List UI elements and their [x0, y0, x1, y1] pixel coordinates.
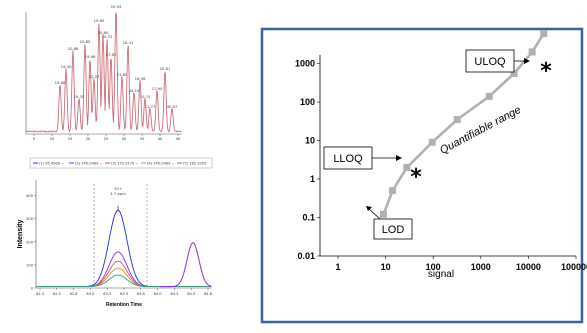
tic-peak-label: 21.85 [117, 72, 128, 77]
tic-peak-label: 19.88 [55, 80, 66, 85]
tic-peak-label: 19.49 [61, 64, 72, 69]
eic-legend-entry: (5) 182.1059 [183, 162, 207, 166]
tic-peak-label: 18.41 [123, 40, 134, 45]
eic-legend-entry: (2) 145.0989 ~ [75, 162, 103, 166]
tic-peak-label: 20.85 [80, 39, 91, 44]
tic-peak-label: 20.81 [160, 66, 171, 71]
cal-x-tick-label: 100000 [561, 262, 587, 272]
eic-peak-annotation-2: 4.7 ppm [110, 191, 126, 196]
tic-peak-label: 44.19 [129, 88, 140, 93]
eic-y-tick-label: 100 [26, 263, 34, 267]
cal-y-tick-label: 10 [305, 136, 315, 146]
lod-label: LOD [382, 224, 405, 236]
eic-x-tick-label: 62.5 [53, 292, 61, 296]
eic-trace [36, 210, 211, 286]
tic-peak-label: 17.82 [106, 52, 117, 57]
eic-x-tick-label: 64.8 [204, 292, 213, 296]
tic-x-tick-label: 10 [50, 137, 55, 141]
uloq-star: * [540, 59, 552, 84]
eic-x-tick-label: 64.3 [170, 292, 178, 296]
tic-peak-label: 19.35 [74, 94, 85, 99]
tic-peak-label: 10.74 [140, 94, 151, 99]
tic-chromatogram: 19.88 19.49 20.88 19.35 20.85 19.96 22.07 19.65… [26, 4, 182, 141]
eic-y-tick-label: 200 [26, 240, 34, 244]
tic-x-tick-label: 45 [176, 137, 181, 141]
cal-y-tick-label: 100 [300, 97, 315, 107]
cal-x-tick-label: 1000 [471, 262, 491, 272]
eic-x-tick-label: 64.5 [187, 292, 195, 296]
lloq-star: * [410, 165, 422, 190]
tic-peak-label: 22.07 [89, 74, 100, 79]
tic-x-tick-label: 30 [122, 137, 127, 141]
eic-y-tick-label: 300 [26, 217, 34, 221]
tic-peak-label: 20.94 [111, 4, 122, 9]
calibration-point [389, 187, 396, 194]
eic-trace [36, 261, 211, 286]
tic-peak-label: 40.97 [167, 104, 178, 109]
eic-x-axis-label: Retention Time [106, 302, 142, 308]
eic-x-tick-label: 64.0 [154, 292, 163, 296]
tic-peak-label: 17.90 [152, 86, 163, 91]
tic-x-tick-label: 5 [33, 137, 35, 141]
eic-second-peak [160, 243, 211, 287]
cal-y-tick-label: 0.1 [302, 213, 315, 223]
tic-peak-label: 19.96 [85, 54, 96, 59]
calibration-point [380, 211, 387, 218]
eic-x-tick-label: 63.3 [103, 292, 111, 296]
cal-x-tick-label: 10 [381, 262, 391, 272]
eic-y-tick-label: 0 [31, 287, 34, 291]
eic-x-tick-label: 63.5 [120, 292, 128, 296]
eic-chromatogram: (1) 95.0909 ~ (2) 145.0989 ~ (3) 172.0170 … [17, 158, 213, 308]
eic-x-tick-label: 63.8 [137, 292, 146, 296]
eic-x-tick-label: 63.0 [86, 292, 95, 296]
tic-peak-label: 19.65 [94, 18, 105, 23]
eic-legend-entry: (4) 145.0989 ~ [147, 162, 175, 166]
cal-x-axis-label: signal [428, 269, 454, 280]
tic-x-tick-label: 20 [86, 137, 91, 141]
eic-legend-entry: (3) 172.0170 ~ [111, 162, 139, 166]
lloq-label: LLOQ [333, 153, 363, 165]
tic-x-tick-label: 15 [68, 137, 73, 141]
tic-peak-label: 20.88 [68, 46, 79, 51]
cal-y-tick-label: 1000 [295, 59, 315, 69]
calibration-point [429, 139, 436, 146]
uloq-label: ULOQ [474, 56, 506, 68]
calibration-point [486, 93, 493, 100]
eic-y-axis-label: Intensity [17, 220, 24, 249]
tic-x-tick-label: 35 [140, 137, 145, 141]
tic-peak-label: 20.31 [102, 34, 113, 39]
calibration-point [540, 30, 547, 37]
tic-x-tick-label: 40 [158, 137, 163, 141]
calibration-point [529, 48, 536, 55]
cal-x-tick-label: 1 [335, 262, 340, 272]
calibration-chart: 0.010.11101001000 110100100010000100000 … [262, 29, 587, 322]
cal-y-tick-label: 1 [310, 174, 315, 184]
tic-peak-label: 11.77 [145, 104, 156, 109]
eic-trace [36, 275, 211, 287]
eic-x-tick-label: 62.3 [36, 292, 44, 296]
tic-peak-label: 18.98 [135, 76, 146, 81]
cal-y-tick-label: 0.01 [297, 251, 315, 261]
eic-legend-entry: (1) 95.0909 ~ [39, 162, 64, 166]
cal-x-tick-label: 10000 [516, 262, 541, 272]
tic-x-tick-label: 25 [104, 137, 109, 141]
eic-x-tick-label: 62.8 [70, 292, 79, 296]
eic-y-tick-label: 400 [26, 194, 34, 198]
calibration-point [454, 116, 461, 123]
